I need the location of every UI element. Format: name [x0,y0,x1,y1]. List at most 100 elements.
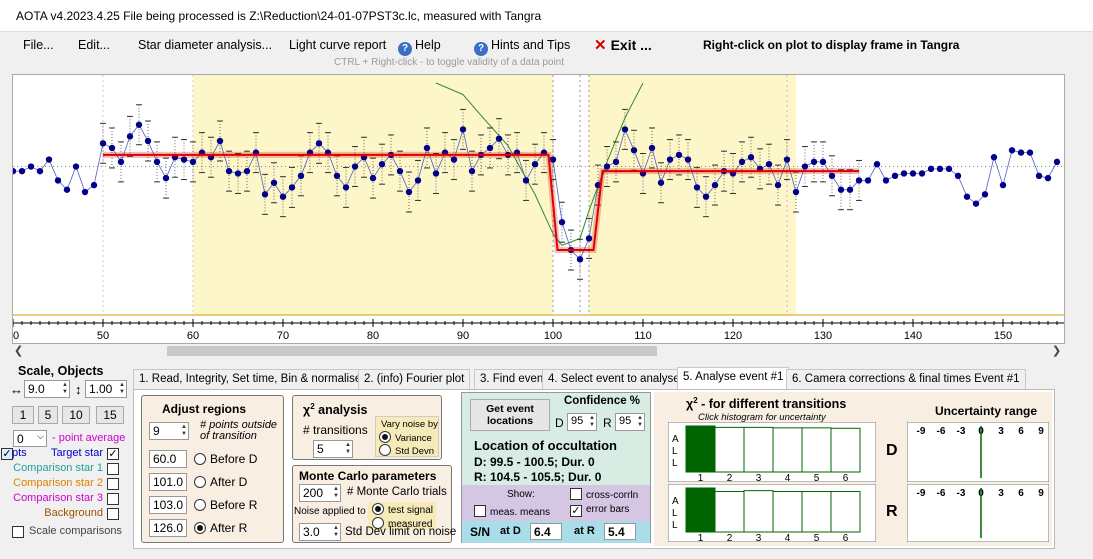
data-point[interactable] [963,193,971,200]
data-point[interactable] [99,140,107,147]
confidence-d-input[interactable]: 95 [567,413,597,431]
tab-5[interactable]: 5. Analyse event #1 [677,367,790,390]
data-point[interactable] [1017,149,1025,156]
data-point[interactable] [810,158,818,166]
tab-4[interactable]: 4. Select event to analyse [542,369,686,389]
data-point[interactable] [1044,174,1052,182]
scroll-right-icon[interactable]: ❯ [1052,345,1062,357]
data-point[interactable] [234,170,242,177]
variance-option[interactable]: Variance [379,431,432,444]
data-point[interactable] [405,188,413,196]
menu-file[interactable]: File... [23,38,54,52]
menu-exit[interactable]: ✕ Exit ... [594,36,652,54]
tab-3[interactable]: 3. Find events [474,369,559,389]
adjust-radio-1[interactable] [194,476,206,488]
data-point[interactable] [396,167,404,175]
data-point[interactable] [603,163,611,170]
error-bars-checkbox[interactable]: ✓ [570,505,582,517]
cross-corr-checkbox[interactable] [570,488,582,500]
data-point[interactable] [900,170,908,177]
data-point[interactable] [765,161,773,168]
data-point[interactable] [243,167,251,175]
data-point[interactable] [846,186,854,193]
data-point[interactable] [927,165,935,173]
points-outside-input[interactable]: 9 [149,422,189,440]
data-point[interactable] [270,179,278,186]
data-point[interactable] [972,200,980,207]
adjust-value-3[interactable]: 126.0 [149,519,187,537]
data-point[interactable] [36,167,44,175]
data-point[interactable] [828,172,836,179]
data-point[interactable] [585,235,593,242]
data-point[interactable] [63,186,71,193]
data-point[interactable] [621,126,629,133]
menu-hints[interactable]: ? Hints and Tips [474,38,570,56]
scale-button-5[interactable]: 5 [38,406,58,424]
adjust-option-3[interactable]: After R [194,521,247,535]
error-bars-option[interactable]: ✓ error bars [570,504,629,517]
stddev-limit-input[interactable]: 3.0 [299,523,341,541]
data-point[interactable] [468,167,476,175]
histogram-r-bar[interactable] [772,491,803,533]
histogram-d-bar[interactable] [685,425,716,473]
data-point[interactable] [450,156,458,163]
data-point[interactable] [261,191,269,198]
data-point[interactable] [108,144,116,152]
data-point[interactable] [702,193,710,200]
data-point[interactable] [1035,172,1043,179]
data-point[interactable] [594,181,602,189]
data-point[interactable] [342,184,350,191]
adjust-option-0[interactable]: Before D [194,452,257,466]
scale-x-input[interactable]: 9.0 [24,380,70,398]
scale-y-input[interactable]: 1.00 [85,380,127,398]
data-point[interactable] [666,156,674,163]
meas-means-checkbox[interactable] [474,505,486,517]
histogram-r-bar[interactable] [714,491,745,533]
data-point[interactable] [612,158,620,166]
stddevn-radio[interactable] [379,444,391,456]
data-point[interactable] [981,191,989,198]
data-point[interactable] [117,158,125,166]
get-event-locations-button[interactable]: Get event locations [470,399,550,431]
measured-option[interactable]: measured [372,517,432,530]
data-point[interactable] [792,188,800,196]
adjust-value-0[interactable]: 60.0 [149,450,187,468]
data-point[interactable] [279,193,287,200]
data-point[interactable] [549,156,557,163]
data-point[interactable] [126,133,134,140]
data-point[interactable] [774,181,782,189]
object-checkbox-4[interactable] [107,508,119,520]
data-point[interactable] [423,144,431,152]
data-point[interactable] [72,163,80,170]
menu-help[interactable]: ? Help [398,38,441,56]
histogram-d-bar[interactable] [743,426,774,473]
object-checkbox-0[interactable]: ✓ [107,448,119,460]
data-point[interactable] [180,156,188,163]
data-point[interactable] [27,163,35,170]
data-point[interactable] [9,167,17,175]
data-point[interactable] [693,184,701,191]
test-signal-option[interactable]: test signal [372,503,433,516]
data-point[interactable] [414,177,422,184]
data-point[interactable] [558,219,566,226]
meas-means-option[interactable]: meas. means [474,505,550,518]
light-curve-plot[interactable]: 40 50 60 70 80 90 100 110 120 130 140 150 [7,74,1067,344]
data-point[interactable] [378,161,386,168]
data-point[interactable] [297,172,305,179]
adjust-option-1[interactable]: After D [194,475,247,489]
data-point[interactable] [495,135,503,142]
data-point[interactable] [135,121,143,128]
data-point[interactable] [711,181,719,189]
test-signal-radio[interactable] [372,503,384,515]
data-point[interactable] [81,188,89,196]
data-point[interactable] [783,156,791,163]
adjust-radio-3[interactable] [194,522,206,534]
histogram-d-bar[interactable] [801,427,832,473]
measured-radio[interactable] [372,517,384,529]
cross-corr-option[interactable]: cross-corrln [570,488,638,501]
histogram-d-bar[interactable] [830,427,861,473]
adjust-value-2[interactable]: 103.0 [149,496,187,514]
histogram-d-bar[interactable] [772,427,803,473]
